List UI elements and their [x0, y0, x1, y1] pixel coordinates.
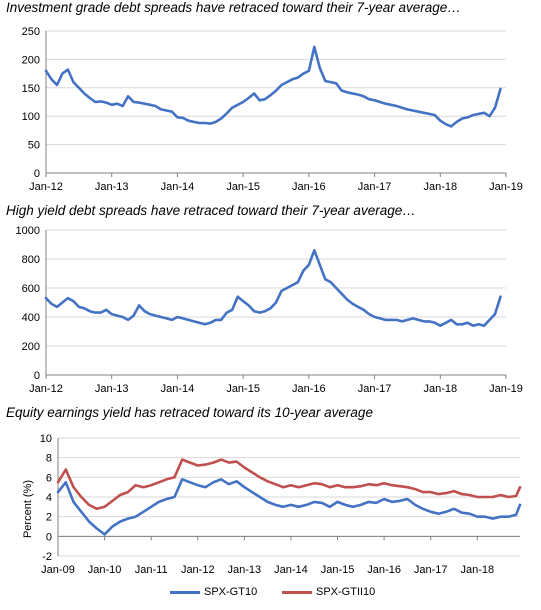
x-tick-label: Jan-17	[358, 383, 392, 395]
y-tick-label: 800	[22, 254, 40, 266]
legend-swatch-spx-gt10	[170, 590, 200, 594]
y-tick-label: 1000	[16, 225, 40, 237]
x-tick-label: Jan-15	[226, 383, 260, 395]
x-tick-label: Jan-14	[161, 383, 195, 395]
hy-spread-chart: 0 200 400 600 800 1000 Jan-12 Jan-13 Jan-14 Jan-1…	[16, 225, 523, 395]
y-tick-label: 0	[34, 370, 40, 382]
y-axis-label: Percent (%)	[22, 480, 34, 538]
y-tick-label: 400	[22, 312, 40, 324]
y-tick-label: 150	[22, 83, 40, 95]
y-tick-label: 100	[22, 111, 40, 123]
y-tick-label: 250	[22, 26, 40, 38]
x-tick-label: Jan-16	[367, 564, 401, 576]
y-tick-label: 10	[40, 433, 52, 445]
series-line-spx-gt10	[56, 477, 522, 536]
x-tick-label: Jan-09	[41, 564, 75, 576]
x-tick-label: Jan-13	[95, 383, 129, 395]
earnings-yield-chart: -2 0 2 4 6 8 10 Jan-09 Jan-10 Jan-11 Jan-12 Jan-13 J…	[22, 433, 522, 576]
x-tick-label: Jan-11	[135, 564, 168, 576]
x-tick-label: Jan-19	[489, 181, 523, 193]
ig-spread-chart: 0 50 100 150 200 250 Jan-12 Jan-13 Jan-14 Jan-15 J…	[22, 26, 523, 193]
x-tick-label: Jan-14	[274, 564, 308, 576]
legend-item-spx-gt10: SPX-GT10	[170, 586, 257, 598]
x-tick-label: Jan-17	[414, 564, 448, 576]
y-tick-label: -2	[42, 551, 52, 563]
y-tick-label: 0	[34, 168, 40, 180]
y-tick-label: 200	[22, 54, 40, 66]
series-line-series-0	[44, 45, 502, 128]
legend-label-spx-gtii10: SPX-GTII10	[316, 586, 376, 598]
y-tick-label: 600	[22, 283, 40, 295]
y-tick-label: 8	[46, 453, 52, 465]
series-line-spx-gtii10	[56, 458, 522, 511]
x-tick-label: Jan-13	[95, 181, 129, 193]
x-tick-label: Jan-17	[358, 181, 392, 193]
legend-swatch-spx-gtii10	[282, 590, 312, 594]
chart-1-title: Investment grade debt spreads have retra…	[6, 0, 461, 15]
chart-2-title: High yield debt spreads have retraced to…	[6, 203, 416, 218]
legend-item-spx-gtii10: SPX-GTII10	[282, 586, 375, 598]
x-tick-label: Jan-15	[321, 564, 355, 576]
x-tick-label: Jan-13	[228, 564, 262, 576]
y-tick-label: 4	[46, 492, 52, 504]
x-tick-label: Jan-18	[460, 564, 494, 576]
x-tick-label: Jan-15	[226, 181, 260, 193]
x-tick-label: Jan-12	[181, 564, 215, 576]
x-tick-label: Jan-10	[88, 564, 122, 576]
x-tick-label: Jan-12	[29, 181, 63, 193]
x-tick-label: Jan-18	[423, 181, 457, 193]
legend-label-spx-gt10: SPX-GT10	[204, 586, 258, 598]
x-tick-label: Jan-16	[292, 181, 326, 193]
x-tick-label: Jan-18	[423, 383, 457, 395]
series-line-series-0	[44, 249, 502, 328]
x-tick-label: Jan-19	[489, 383, 523, 395]
y-tick-label: 50	[28, 140, 40, 152]
y-tick-label: 6	[46, 472, 52, 484]
y-tick-label: 2	[46, 512, 52, 524]
y-tick-label: 0	[46, 531, 52, 543]
x-tick-label: Jan-12	[29, 383, 63, 395]
y-tick-label: 200	[22, 341, 40, 353]
x-tick-label: Jan-16	[292, 383, 326, 395]
legend: SPX-GT10 SPX-GTII10	[170, 586, 400, 604]
chart-3-title: Equity earnings yield has retraced towar…	[6, 405, 373, 420]
x-tick-label: Jan-14	[161, 181, 195, 193]
